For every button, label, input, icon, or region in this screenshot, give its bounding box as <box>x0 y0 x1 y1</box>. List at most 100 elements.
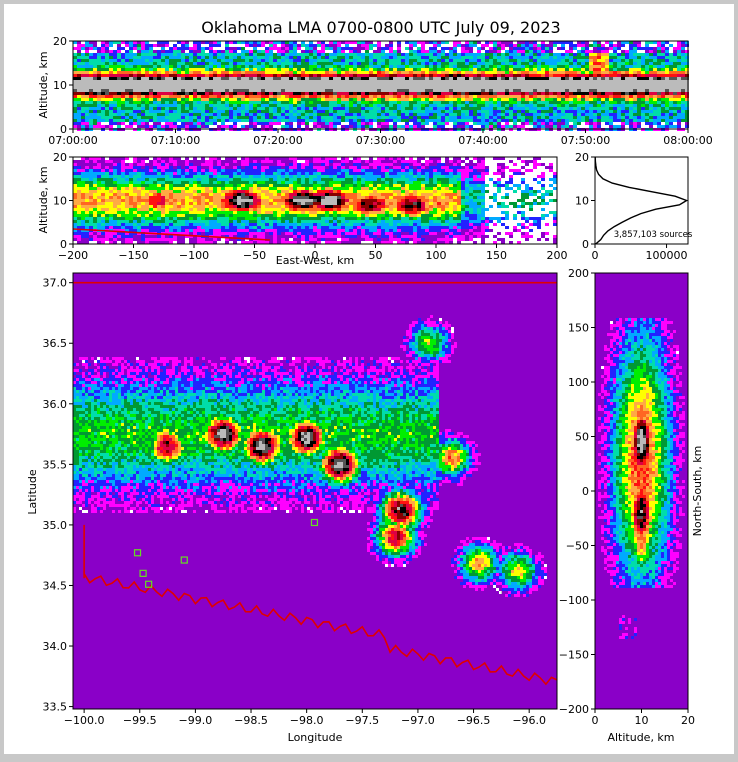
longitude-tick-label: −99.0 <box>179 714 213 727</box>
plan-view-density <box>73 273 557 709</box>
time-height-cells-9 <box>73 77 689 95</box>
north-south-cells-5 <box>616 345 667 567</box>
time-height-x-tick-label: 07:30:00 <box>356 134 405 147</box>
east-west-density <box>72 157 557 244</box>
north-south-ylabel: North-South, km <box>691 446 704 537</box>
histogram-panel: 0 10 20 0 100000 3,857,103 sources <box>575 151 693 262</box>
north-south-x-tick-label: 10 <box>635 714 649 727</box>
time-height-ylabel: Altitude, km <box>37 51 50 118</box>
east-west-y-tick-label: 0 <box>60 238 67 251</box>
east-west-cells-3 <box>73 169 557 232</box>
plan-view-cells-2 <box>73 315 547 597</box>
time-height-y-tick-label: 0 <box>60 123 67 136</box>
time-height-cells-3 <box>73 41 689 128</box>
east-west-x-tick-label: 0 <box>312 249 319 262</box>
time-height-x-tick-label: 07:00:00 <box>48 134 97 147</box>
east-west-cells-15 <box>237 196 337 205</box>
time-height-ticks: 0 10 20 07:00:00 07:10:00 07:20:00 07:30:00 07:… <box>48 35 712 147</box>
north-south-x-tick-label: 0 <box>592 714 599 727</box>
north-south-y-tick-label: −100 <box>559 594 589 607</box>
time-height-cells-7 <box>73 74 661 95</box>
time-height-cells-2 <box>73 41 689 131</box>
east-west-ylabel: Altitude, km <box>37 166 50 233</box>
station-marker <box>180 556 188 564</box>
plan-view-cells-9 <box>157 420 481 567</box>
longitude-tick-label: −98.0 <box>290 714 324 727</box>
plan-view-cells-4 <box>73 324 538 591</box>
time-height-density <box>73 41 689 131</box>
east-west-xlabel: East-West, km <box>276 254 354 267</box>
north-south-cells-7 <box>622 378 661 561</box>
latitude-tick-label: 34.0 <box>43 640 68 653</box>
east-west-cells-5 <box>73 178 557 223</box>
north-south-y-tick-label: 100 <box>568 376 589 389</box>
time-height-cells-8 <box>73 77 689 92</box>
plan-view-cells-7 <box>88 339 526 579</box>
north-south-y-tick-label: 50 <box>575 431 589 444</box>
north-south-cells-10 <box>631 420 649 534</box>
time-height-y-tick-label: 10 <box>53 79 67 92</box>
time-height-cells-10 <box>73 74 689 95</box>
time-height-cells-12 <box>77 41 689 131</box>
longitude-tick-label: −97.0 <box>401 714 435 727</box>
east-west-y-tick-label: 10 <box>53 195 67 208</box>
histogram-y-tick-label: 10 <box>575 195 589 208</box>
east-west-cells-9 <box>73 181 465 220</box>
longitude-tick-label: −96.0 <box>512 714 546 727</box>
north-south-cells-0 <box>595 273 688 709</box>
longitude-tick-label: −97.5 <box>345 714 379 727</box>
east-west-x-tick-label: 100 <box>426 249 447 262</box>
plan-view-ylabel: Latitude <box>26 469 39 515</box>
histogram-ticks: 0 10 20 0 100000 <box>575 151 688 262</box>
north-south-x-tick-label: 20 <box>681 714 695 727</box>
station-marker <box>133 549 142 557</box>
east-west-boundary <box>72 228 271 241</box>
plan-view-cells-15 <box>217 429 400 510</box>
plan-view-panel: 37.0 36.5 36.0 35.5 35.0 34.5 34.0 33.5−100.0 −9… <box>26 272 558 744</box>
time-height-x-tick-label: 08:00:00 <box>663 134 712 147</box>
time-height-x-tick-label: 07:10:00 <box>151 134 200 147</box>
east-west-x-tick-label: −150 <box>118 249 148 262</box>
east-west-cells-7 <box>73 190 461 214</box>
latitude-tick-label: 37.0 <box>43 277 68 290</box>
north-south-cells-1 <box>598 318 685 639</box>
east-west-panel: 0 10 20 −200 −150 −100 −50 0 50 100 150 200 Altitud… <box>37 151 568 267</box>
plan-view-xlabel: Longitude <box>288 731 343 744</box>
time-height-cells-0 <box>73 41 689 131</box>
latitude-tick-label: 33.5 <box>43 701 68 714</box>
east-west-x-tick-label: 150 <box>486 249 507 262</box>
north-south-cells-14 <box>637 429 646 513</box>
histogram-y-tick-label: 20 <box>575 151 589 164</box>
longitude-tick-label: −100.0 <box>64 714 105 727</box>
north-south-density <box>595 273 688 709</box>
north-south-y-tick-label: 150 <box>568 322 589 335</box>
north-south-cells-12 <box>634 420 649 528</box>
north-south-cells-11 <box>634 420 649 531</box>
time-height-y-tick-label: 20 <box>53 35 67 48</box>
north-south-y-tick-label: −150 <box>559 649 589 662</box>
east-west-x-tick-label: 50 <box>369 249 383 262</box>
histogram-line <box>594 156 689 245</box>
time-height-x-tick-label: 07:40:00 <box>458 134 507 147</box>
north-south-xlabel: Altitude, km <box>607 731 674 744</box>
east-west-cells-1 <box>73 157 557 244</box>
north-south-cells-6 <box>619 363 664 561</box>
time-height-x-tick-label: 07:50:00 <box>561 134 610 147</box>
plan-view-cells-5 <box>73 330 535 585</box>
time-height-cells-5 <box>73 53 689 101</box>
station-marker <box>139 569 147 577</box>
plan-view-cells-6 <box>73 336 529 582</box>
plan-view-ticks: 37.0 36.5 36.0 35.5 35.0 34.5 34.0 33.5−100.0 −9… <box>43 277 547 727</box>
east-west-x-tick-label: −50 <box>243 249 266 262</box>
east-west-cells-11 <box>157 190 425 211</box>
north-south-y-tick-label: 0 <box>582 485 589 498</box>
latitude-tick-label: 34.5 <box>43 579 68 592</box>
latitude-tick-label: 36.5 <box>43 337 68 350</box>
north-south-cells-9 <box>628 405 655 549</box>
north-south-cells-8 <box>625 387 658 555</box>
time-height-x-tick-label: 07:20:00 <box>253 134 302 147</box>
